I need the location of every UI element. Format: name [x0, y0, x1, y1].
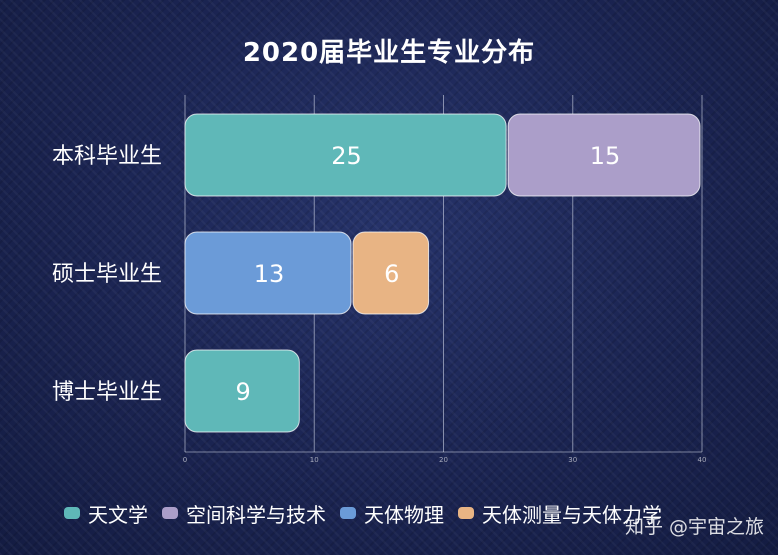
legend-swatch [458, 507, 474, 519]
legend-item: 天体物理 [340, 499, 444, 528]
x-tick-label: 40 [698, 456, 707, 464]
legend-label: 空间科学与技术 [186, 502, 326, 527]
legend-item: 天文学 [64, 499, 148, 528]
bar-value-label: 25 [331, 142, 362, 170]
legend-label: 天文学 [88, 502, 148, 527]
x-tick-label: 30 [568, 456, 577, 464]
category-label: 硕士毕业生 [52, 262, 162, 287]
chart-title: 2020届毕业生专业分布 [242, 38, 536, 68]
x-tick-label: 10 [310, 456, 319, 464]
bar-segment [184, 231, 352, 315]
category-label: 博士毕业生 [52, 380, 162, 405]
watermark: 知乎 @宇宙之旅 [624, 516, 764, 538]
bar-segment [352, 231, 430, 315]
bar-segment [184, 113, 507, 197]
legend-item: 空间科学与技术 [162, 499, 326, 528]
legend-label: 天体物理 [364, 502, 444, 527]
legend-item: 天体测量与天体力学 [458, 499, 662, 528]
x-tick-label: 20 [439, 456, 448, 464]
legend-swatch [162, 507, 178, 519]
legend-swatch [340, 507, 356, 519]
legend-swatch [64, 507, 80, 519]
bar-value-label: 13 [254, 260, 285, 288]
bar-segment [184, 349, 300, 433]
x-tick-label: 0 [183, 456, 187, 464]
legend-label: 天体测量与天体力学 [482, 502, 662, 527]
chart-legend: 天文学 空间科学与技术 天体物理 天体测量与天体力学 [64, 498, 662, 528]
category-label: 本科毕业生 [52, 144, 162, 169]
bar-segment [507, 113, 701, 197]
bar-value-label: 9 [236, 378, 251, 406]
bar-value-label: 15 [590, 142, 621, 170]
bar-value-label: 6 [384, 260, 399, 288]
